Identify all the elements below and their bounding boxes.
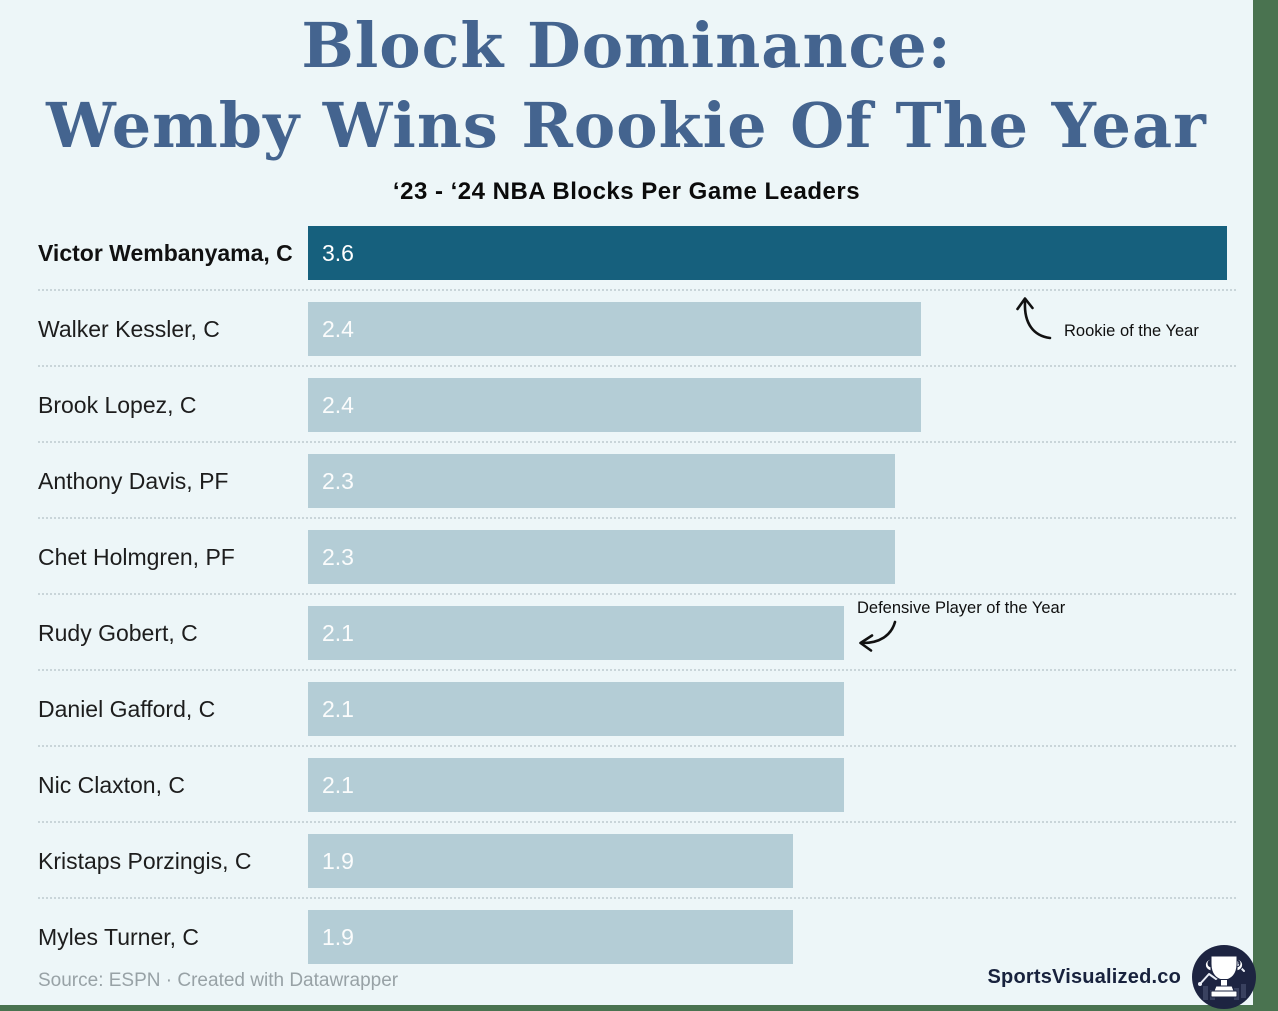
bar-value: 2.3 xyxy=(322,543,354,570)
chart-title-line-1: Block Dominance: xyxy=(301,9,952,82)
right-accent-strip xyxy=(1253,0,1278,1011)
bar: 2.4 xyxy=(308,378,921,432)
bar-value: 3.6 xyxy=(322,239,354,266)
bar-value: 2.4 xyxy=(322,315,354,342)
bar-value: 1.9 xyxy=(322,847,354,874)
brand-name: SportsVisualized.co xyxy=(987,965,1181,988)
player-label: Rudy Gobert, C xyxy=(38,620,198,646)
bar-value: 2.3 xyxy=(322,467,354,494)
bar-value: 2.4 xyxy=(322,391,354,418)
bar-chart-row: Victor Wembanyama, C 3.6 xyxy=(38,215,1236,291)
chart-subtitle: ‘23 - ‘24 NBA Blocks Per Game Leaders xyxy=(392,178,861,205)
bar-chart-row: Chet Holmgren, PF 2.3 xyxy=(38,519,1236,595)
bar: 1.9 xyxy=(308,910,793,964)
bar-chart-row: Myles Turner, C 1.9 xyxy=(38,899,1236,975)
curved-arrow-left-icon xyxy=(859,620,897,652)
bar-value: 2.1 xyxy=(322,619,354,646)
brand-block: SportsVisualized.co xyxy=(988,944,1258,1010)
annotation-defensive-player-of-the-year: Defensive Player of the Year xyxy=(857,599,1066,617)
player-label: Victor Wembanyama, C xyxy=(38,240,293,266)
bar-chart: Victor Wembanyama, C 3.6 Walker Kessler,… xyxy=(38,215,1236,975)
bar-chart-row: Rudy Gobert, C 2.1 xyxy=(38,595,1236,671)
bar-value: 2.1 xyxy=(322,771,354,798)
player-label: Kristaps Porzingis, C xyxy=(38,848,252,874)
player-label: Walker Kessler, C xyxy=(38,316,220,342)
bar-value: 1.9 xyxy=(322,923,354,950)
bar-chart-row: Anthony Davis, PF 2.3 xyxy=(38,443,1236,519)
chart-title-line-2: Wemby Wins Rookie Of The Year xyxy=(46,89,1207,162)
bar: 2.3 xyxy=(308,530,895,584)
bar-chart-row: Kristaps Porzingis, C 1.9 xyxy=(38,823,1236,899)
trophy-logo-icon xyxy=(1192,945,1256,1009)
bar: 1.9 xyxy=(308,834,793,888)
bar: 2.4 xyxy=(308,302,921,356)
bar: 2.1 xyxy=(308,682,844,736)
player-label: Brook Lopez, C xyxy=(38,392,197,418)
source-attribution: Source: ESPN · Created with Datawrapper xyxy=(38,970,399,991)
header: Block Dominance: Wemby Wins Rookie Of Th… xyxy=(0,6,1253,206)
bar: 2.3 xyxy=(308,454,895,508)
player-label: Nic Claxton, C xyxy=(38,772,185,798)
bar-value: 2.1 xyxy=(322,695,354,722)
player-label: Myles Turner, C xyxy=(38,924,200,950)
player-label: Chet Holmgren, PF xyxy=(38,544,235,570)
bar: 2.1 xyxy=(308,606,844,660)
bar-chart-row: Walker Kessler, C 2.4 xyxy=(38,291,1236,367)
curved-arrow-up-icon xyxy=(1016,297,1052,340)
player-label: Daniel Gafford, C xyxy=(38,696,216,722)
player-label: Anthony Davis, PF xyxy=(38,468,229,494)
bar-chart-row: Brook Lopez, C 2.4 xyxy=(38,367,1236,443)
bar: 2.1 xyxy=(308,758,844,812)
annotation-rookie-of-the-year: Rookie of the Year xyxy=(1064,322,1199,340)
bar-chart-row: Nic Claxton, C 2.1 xyxy=(38,747,1236,823)
bar: 3.6 xyxy=(308,226,1227,280)
bottom-accent-strip xyxy=(0,1005,1278,1011)
bar-chart-row: Daniel Gafford, C 2.1 xyxy=(38,671,1236,747)
